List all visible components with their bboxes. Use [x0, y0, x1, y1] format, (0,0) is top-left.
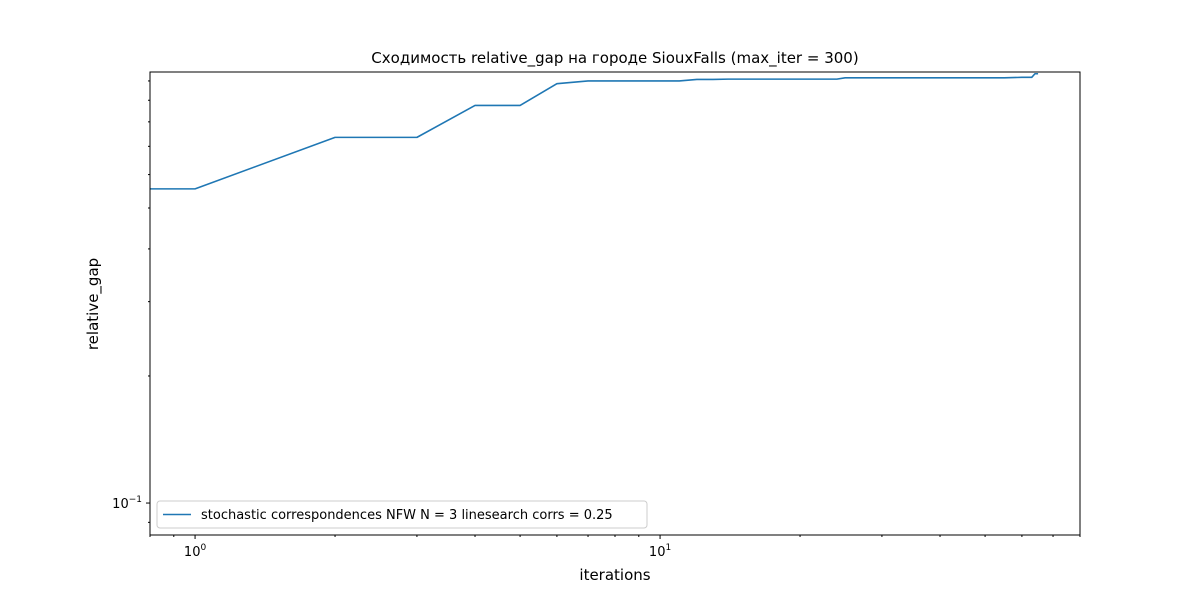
legend: stochastic correspondences NFW N = 3 lin…	[156, 500, 648, 529]
legend-box	[156, 500, 648, 529]
y-tick-label: 10−1	[112, 495, 142, 512]
legend-entry: stochastic correspondences NFW N = 3 lin…	[201, 508, 613, 523]
x-axis-label: iterations	[579, 566, 650, 584]
x-tick-label: 100	[184, 543, 207, 560]
series-line-0	[150, 72, 1039, 190]
x-tick-label: 101	[649, 543, 671, 560]
plot-frame	[149, 71, 1081, 536]
axis-ticks: 100 101 10−1	[112, 80, 1081, 560]
series-layer	[150, 72, 1039, 190]
chart-title: Сходимость relative_gap на городе SiouxF…	[371, 49, 858, 68]
y-axis-label: relative_gap	[84, 258, 103, 350]
